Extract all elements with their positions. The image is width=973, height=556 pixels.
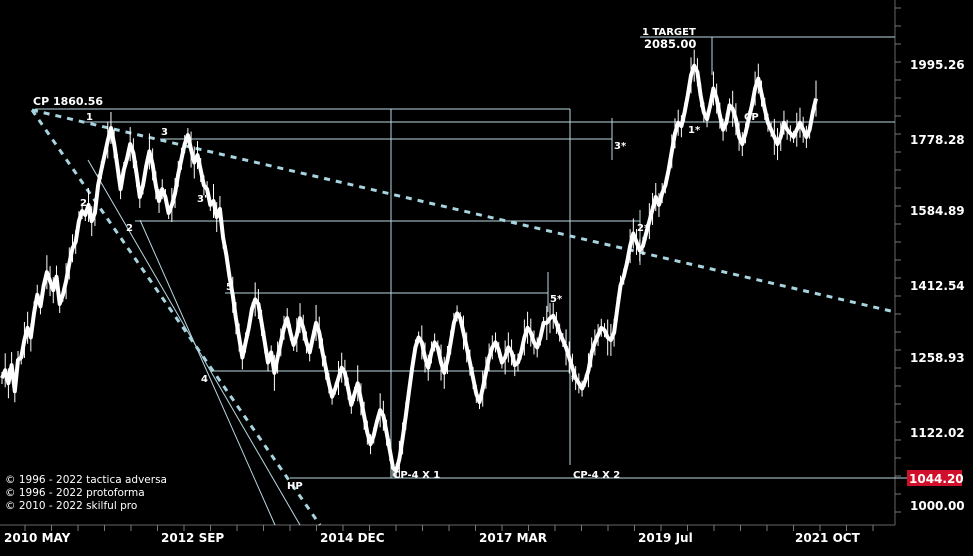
wave-label-3: 3	[161, 127, 168, 138]
wave-label-2star: 2*	[637, 223, 650, 234]
y-tick-label: 1584.89	[910, 204, 965, 218]
wave-label-5: 5	[226, 282, 233, 293]
y-axis-labels: 1995.26 1778.28 1584.89 1412.54 1258.93 …	[910, 58, 965, 513]
y-tick-label: 1995.26	[910, 58, 965, 72]
y-tick-label: 1778.28	[910, 133, 965, 147]
wave-label-3star: 3*	[614, 141, 627, 152]
copyright-line: © 1996 - 2022 protoforma	[5, 487, 145, 499]
wave-label-2a: 2	[80, 198, 87, 209]
x-tick-label: 2014 DEC	[320, 531, 385, 545]
current-price-label: 1044.20	[909, 472, 964, 486]
wave-label-2b: 2	[126, 223, 133, 234]
fan-line-2	[139, 219, 276, 526]
descending-trendline	[31, 108, 896, 314]
x-tick-label: 2021 OCT	[795, 531, 861, 545]
price-series	[0, 49, 818, 478]
steep-trendline	[30, 109, 322, 526]
copyright-line: © 1996 - 2022 tactica adversa	[5, 474, 167, 486]
target-value: 2085.00	[644, 37, 696, 51]
current-price-badge	[907, 470, 962, 486]
price-line	[0, 63, 818, 473]
cp4x2-label: CP-4 X 2	[573, 470, 620, 481]
y-tick-label: 1412.54	[910, 279, 965, 293]
y-tick-label: 1258.93	[910, 351, 965, 365]
x-tick-label: 2019 Jul	[638, 531, 693, 545]
x-axis-labels: 2010 MAY 2012 SEP 2014 DEC 2017 MAR 2019…	[4, 531, 861, 545]
y-tick-label: 1000.00	[910, 499, 965, 513]
wave-label-1: 1	[86, 112, 93, 123]
cp-right-label: CP	[744, 112, 759, 123]
x-tick-label: 2010 MAY	[4, 531, 71, 545]
wave-label-1star: 1*	[688, 125, 701, 136]
cp-label: CP 1860.56	[33, 95, 103, 108]
wave-label-4: 4	[201, 374, 208, 385]
target-label: 1 TARGET	[642, 27, 696, 38]
x-tick-label: 2012 SEP	[161, 531, 224, 545]
x-axis-minor-ticks	[24, 525, 874, 531]
copyright-line: © 2010 - 2022 skilful pro	[5, 500, 138, 512]
wave-label-5star: 5*	[550, 294, 563, 305]
wave-label-star: *	[571, 374, 577, 385]
x-tick-label: 2017 MAR	[479, 531, 547, 545]
trendlines	[30, 108, 896, 526]
y-tick-label: 1122.02	[910, 426, 965, 440]
wave-label-3prime: 3'	[197, 194, 207, 205]
cp4x1-label: CP-4 X 1	[393, 470, 440, 481]
reference-lines	[35, 36, 910, 526]
annotations: 1 TARGET 2085.00 CP 1860.56 CP CP-4 X 1 …	[33, 27, 759, 492]
hp-label: HP	[287, 481, 303, 492]
y-axis-minor-ticks	[895, 7, 901, 513]
